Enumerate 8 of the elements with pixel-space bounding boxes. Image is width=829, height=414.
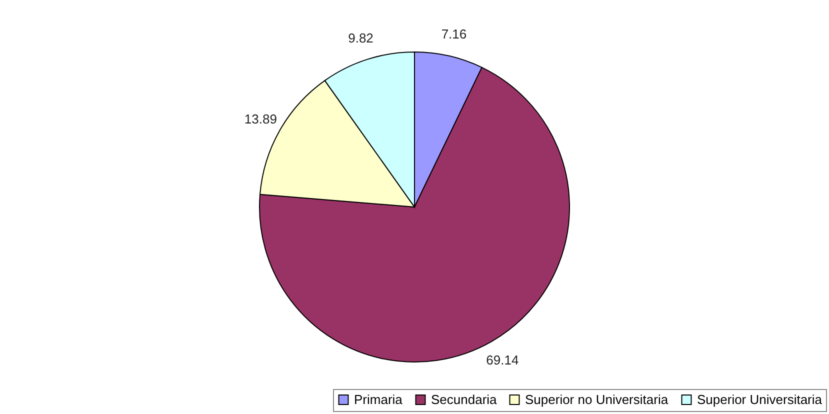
data-label: 69.14 [486,352,519,368]
legend-label: Superior Universitaria [697,392,823,407]
legend-label: Primaria [354,392,404,407]
legend-label: Superior no Universitaria [525,392,669,407]
data-label: 9.82 [348,30,374,46]
data-label: 7.16 [441,26,467,42]
legend-label: Secundaria [431,392,498,407]
data-label: 13.89 [244,111,277,126]
